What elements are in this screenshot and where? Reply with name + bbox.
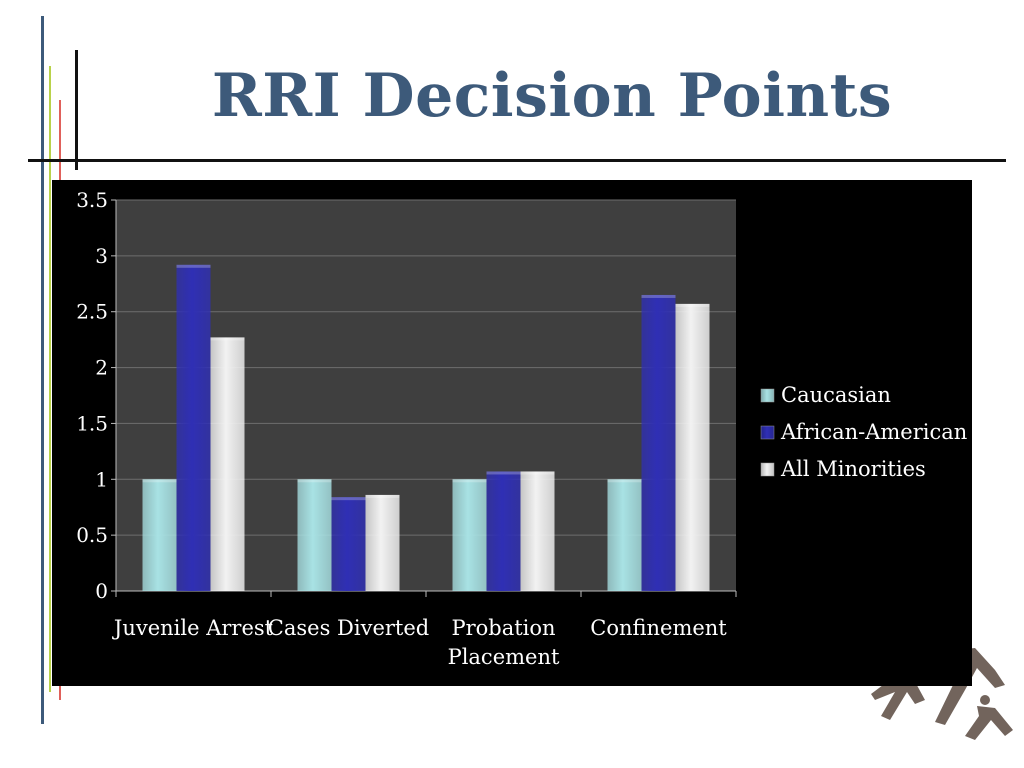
bar-african-american-1 (331, 497, 366, 591)
x-category-label: Cases Diverted (268, 616, 429, 640)
x-category-label: Probation (451, 616, 555, 640)
y-tick-label: 3.5 (76, 188, 108, 212)
legend-swatch (760, 388, 775, 403)
bar-highlight (297, 479, 332, 483)
page-title: RRI Decision Points (211, 61, 893, 131)
bar-highlight (520, 471, 555, 475)
bar-caucasian-2 (452, 479, 487, 591)
legend-label: All Minorities (780, 457, 926, 481)
y-tick-label: 3 (95, 244, 108, 268)
bar-highlight (142, 479, 177, 483)
bar-african-american-2 (486, 471, 521, 591)
decorative-line-green (49, 66, 51, 692)
bar-highlight (675, 303, 710, 307)
bar-highlight (331, 497, 366, 501)
chart-panel: 0 0.5 1 1.5 2 2.5 3 3.5 Juvenile Arrest Cases Di… (52, 180, 972, 686)
bar-highlight (486, 471, 521, 475)
x-category-label: Juvenile Arrest (112, 616, 274, 640)
x-category-label: Confinement (590, 616, 727, 640)
decorative-line-navy (41, 16, 44, 724)
y-tick-label: 2.5 (76, 300, 108, 324)
bar-caucasian-1 (297, 479, 332, 591)
y-tick-label: 0.5 (76, 523, 108, 547)
decorative-line-black-vertical (75, 50, 78, 170)
bar-all-minorities-1 (365, 494, 400, 591)
bar-highlight (641, 294, 676, 298)
bar-highlight (365, 494, 400, 498)
bar-african-american-0 (176, 264, 211, 591)
bar-highlight (210, 337, 245, 341)
bar-all-minorities-2 (520, 471, 555, 591)
y-tick-label: 1.5 (76, 411, 108, 435)
legend-swatch (760, 425, 775, 440)
y-tick-label: 2 (95, 356, 108, 380)
legend-label: Caucasian (781, 383, 891, 407)
y-tick-label: 1 (95, 467, 108, 491)
bar-highlight (607, 479, 642, 483)
bar-african-american-3 (641, 294, 676, 591)
bar-caucasian-3 (607, 479, 642, 591)
bar-highlight (452, 479, 487, 483)
legend-label: African-American (780, 420, 967, 444)
x-category-label: Placement (448, 645, 560, 669)
legend-swatch (760, 462, 775, 477)
decorative-line-black-horizontal (28, 159, 1006, 162)
bar-all-minorities-0 (210, 337, 245, 591)
bar-all-minorities-3 (675, 303, 710, 591)
y-tick-label: 0 (95, 579, 108, 603)
bar-highlight (176, 264, 211, 268)
bar-caucasian-0 (142, 479, 177, 591)
